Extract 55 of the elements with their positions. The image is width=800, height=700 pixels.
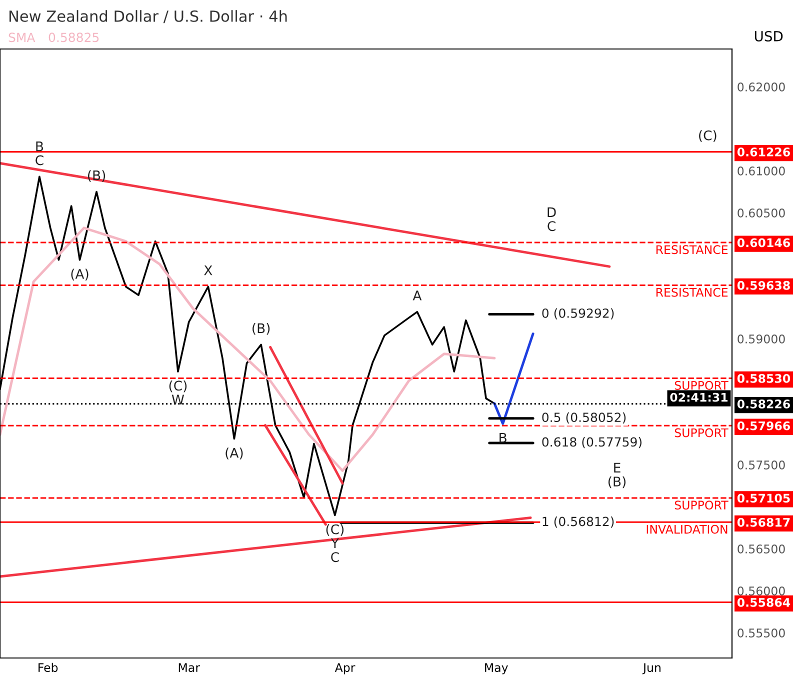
y-tick-label: 0.57500	[738, 460, 785, 470]
annotation: (A)	[226, 448, 243, 460]
y-axis-title: USD	[754, 30, 783, 42]
text: SMA	[8, 32, 36, 42]
y-tick-label: 0.61000	[738, 166, 785, 176]
annotation: (B)	[252, 323, 270, 335]
x-tick-label: Apr	[334, 663, 356, 674]
annotation: (B)	[608, 476, 626, 488]
annotation: (C)	[169, 380, 187, 392]
annotation: (C)	[326, 524, 344, 536]
y-tick-label: 0.60146	[737, 238, 790, 248]
ref-line-label: SUPPORT	[674, 428, 728, 438]
y-tick-label: 0.59638	[737, 280, 790, 290]
y-tick-label: 0.58226	[737, 400, 790, 408]
annotation: C	[331, 552, 339, 562]
y-tick-label: 0.62000	[738, 82, 785, 92]
text: 0.58825	[48, 32, 99, 42]
annotation: C	[548, 221, 556, 232]
x-tick-label: Jun	[642, 663, 660, 674]
annotation: A	[412, 290, 422, 300]
annotation: 0.5 (0.58052)	[542, 412, 626, 424]
ref-line-label: SUPPORT	[674, 380, 728, 390]
annotation: B	[500, 432, 506, 443]
annotation: C	[36, 155, 44, 166]
annotation: X	[204, 265, 212, 276]
x-tick-label: Feb	[38, 662, 58, 672]
annotation: 02:41:31	[670, 392, 728, 402]
annotation: D	[548, 207, 556, 218]
annotation: 0.618 (0.57759)	[542, 437, 642, 448]
y-tick-label: 0.57105	[737, 494, 790, 503]
chart-title: New Zealand Dollar / U.S. Dollar · 4h	[10, 10, 287, 24]
y-tick-label: 0.55864	[737, 598, 790, 607]
y-tick-label: 0.61226	[737, 148, 790, 156]
annotation: E	[614, 462, 620, 472]
annotation: 1 (0.56812)	[542, 516, 614, 528]
y-tick-label: 0.57966	[737, 421, 790, 430]
x-tick-label: Mar	[178, 663, 200, 672]
x-tick-label: May	[485, 663, 508, 674]
annotation: Y	[330, 538, 339, 548]
y-tick-label: 0.58530	[737, 374, 790, 383]
y-tick-label: 0.60500	[738, 208, 785, 218]
annotation: (A)	[71, 268, 88, 280]
y-tick-label: 0.56000	[738, 586, 785, 596]
ref-line-label: SUPPORT	[674, 500, 728, 510]
y-tick-label: 0.56500	[738, 544, 785, 554]
ref-line-label: INVALIDATION	[646, 524, 728, 534]
y-tick-label: 0.55500	[738, 628, 785, 638]
y-tick-label: 0.56817	[737, 518, 790, 527]
annotation: W	[172, 394, 184, 404]
ref-line-label: RESISTANCE	[656, 288, 728, 297]
annotation: (C)	[699, 130, 716, 142]
y-tick-label: 0.59000	[738, 334, 785, 344]
annotation: B	[36, 142, 44, 152]
annotation: 0 (0.59292)	[542, 308, 614, 320]
ref-line-label: RESISTANCE	[656, 245, 728, 254]
